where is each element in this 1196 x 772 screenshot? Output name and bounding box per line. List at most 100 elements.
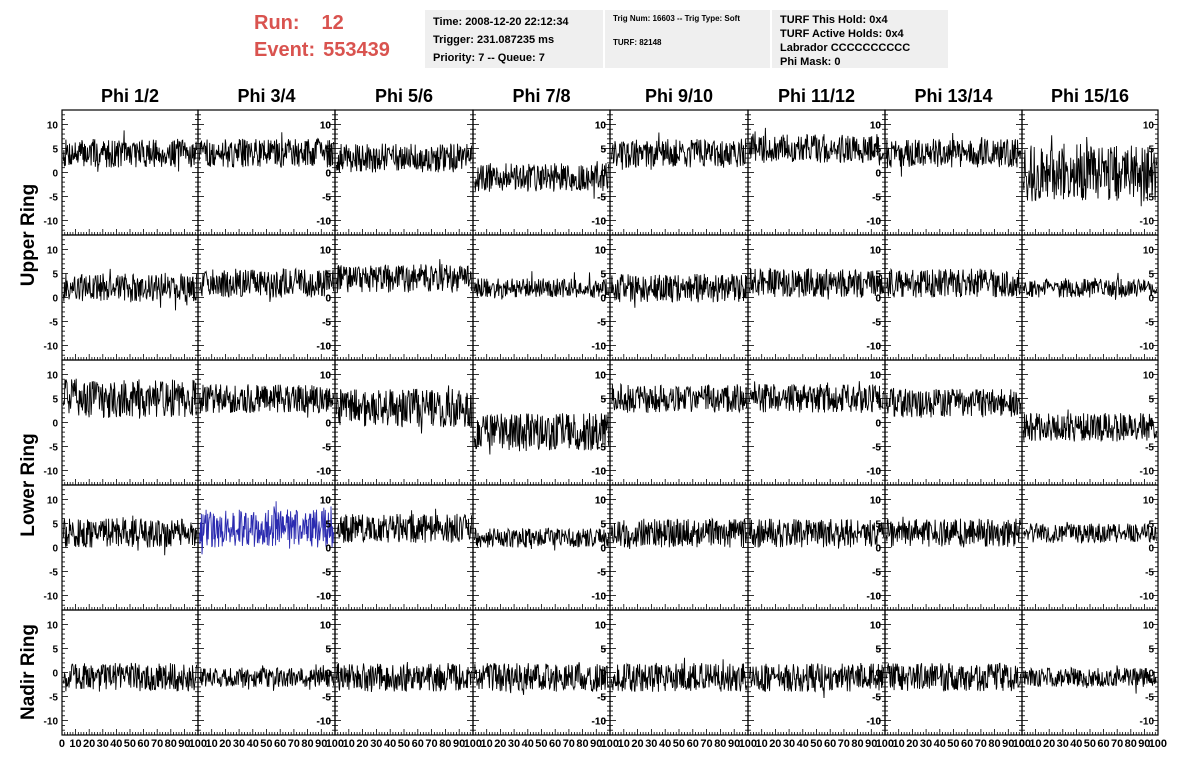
column-header: Phi 11/12	[777, 86, 856, 106]
y-tick-label: 10	[320, 370, 332, 381]
y-tick-label: -5	[322, 693, 331, 704]
x-tick-label: 20	[631, 738, 644, 750]
panel-frame	[61, 359, 199, 486]
waveform-trace	[199, 267, 335, 302]
y-tick-label: -5	[1145, 193, 1154, 204]
y-tick-label: 10	[595, 245, 607, 256]
y-tick-label: -5	[872, 568, 881, 579]
y-tick-label: 0	[325, 169, 331, 180]
x-tick-label: 60	[1097, 738, 1110, 750]
x-tick-label: 100	[600, 738, 620, 750]
y-tick-label: 0	[325, 294, 331, 305]
y-tick-label: 5	[600, 394, 606, 405]
x-tick-label: 30	[96, 738, 109, 750]
y-tick-label: 0	[325, 544, 331, 555]
y-tick-label: -10	[1140, 592, 1155, 603]
y-tick-label: -10	[317, 467, 332, 478]
y-tick-label: 10	[595, 370, 607, 381]
y-tick-label: -10	[317, 467, 332, 478]
x-tick-label: 70	[425, 738, 438, 750]
x-tick-label: 90	[453, 738, 466, 750]
panel-frame	[747, 109, 886, 236]
x-tick-label: 60	[824, 738, 837, 750]
x-tick-label: 0	[1018, 738, 1026, 750]
y-tick-label: 10	[1143, 120, 1155, 131]
x-tick-label: 100	[188, 738, 208, 750]
x-tick-label: 80	[301, 738, 314, 750]
y-tick-label: -5	[597, 318, 606, 329]
y-tick-label: 0	[1148, 294, 1154, 305]
y-tick-label: 5	[52, 394, 58, 405]
x-tick-label: 0	[58, 738, 66, 750]
y-tick-label: 10	[320, 120, 332, 131]
waveform-trace	[748, 662, 885, 699]
column-header: Phi 13/14	[914, 86, 993, 106]
y-tick-label: -10	[317, 342, 332, 353]
x-tick-label: 70	[562, 738, 575, 750]
y-tick-label: -5	[322, 193, 331, 204]
y-tick-label: 10	[320, 495, 332, 506]
y-tick-label: 0	[600, 169, 606, 180]
x-tick-label: 100	[1148, 738, 1168, 750]
y-tick-label: 10	[320, 120, 332, 131]
y-tick-label: -5	[322, 568, 331, 579]
y-tick-label: -5	[872, 193, 881, 204]
y-tick-label: 10	[320, 620, 332, 631]
x-tick-label: 80	[576, 738, 589, 750]
waveform-trace	[335, 385, 473, 434]
y-tick-label: -10	[867, 592, 882, 603]
y-tick-label: 10	[870, 495, 882, 506]
waveform-trace	[748, 518, 885, 549]
y-tick-label: -5	[322, 693, 331, 704]
y-tick-label: 10	[47, 245, 59, 256]
panel-frame	[747, 359, 886, 486]
y-tick-label: -10	[44, 217, 59, 228]
waveform-trace	[62, 378, 198, 419]
y-tick-label: 0	[52, 669, 58, 680]
waveform-trace	[62, 268, 198, 311]
y-tick-label: -10	[1140, 217, 1155, 228]
waveform-trace	[1022, 135, 1158, 207]
y-tick-label: -5	[872, 443, 881, 454]
x-tick-label: 30	[232, 738, 246, 750]
waveform-trace	[610, 517, 748, 550]
panel-frame	[884, 109, 1023, 236]
y-tick-label: -10	[592, 467, 607, 478]
y-tick-label: 10	[870, 370, 882, 381]
y-tick-label: 10	[870, 620, 882, 631]
y-tick-label: 10	[1143, 620, 1155, 631]
time-line: Time: 2008-12-20 22:12:34	[433, 16, 569, 28]
y-tick-label: 0	[875, 294, 881, 305]
y-tick-label: -5	[597, 318, 606, 329]
waveform-trace	[610, 657, 748, 692]
y-tick-label: 5	[600, 144, 606, 155]
y-tick-label: 0	[875, 419, 881, 430]
y-tick-label: 10	[1143, 245, 1155, 256]
y-tick-label: -5	[872, 318, 881, 329]
x-tick-label: 90	[315, 738, 328, 750]
y-tick-label: 5	[600, 269, 606, 280]
y-tick-label: 0	[600, 294, 606, 305]
y-tick-label: 10	[870, 120, 882, 131]
y-tick-label: -10	[592, 467, 607, 478]
waveform-trace	[198, 384, 335, 418]
y-tick-label: 10	[47, 620, 59, 631]
waveform-trace	[62, 515, 198, 556]
panel-frame	[61, 109, 199, 236]
y-tick-label: 5	[600, 519, 606, 530]
x-tick-label: 10	[892, 738, 905, 750]
panel-frame	[609, 484, 749, 611]
x-tick-label: 80	[164, 738, 177, 750]
trig-num-line: Trig Num: 16603 -- Trig Type: Soft	[613, 14, 740, 23]
waveform-trace	[885, 516, 1022, 548]
